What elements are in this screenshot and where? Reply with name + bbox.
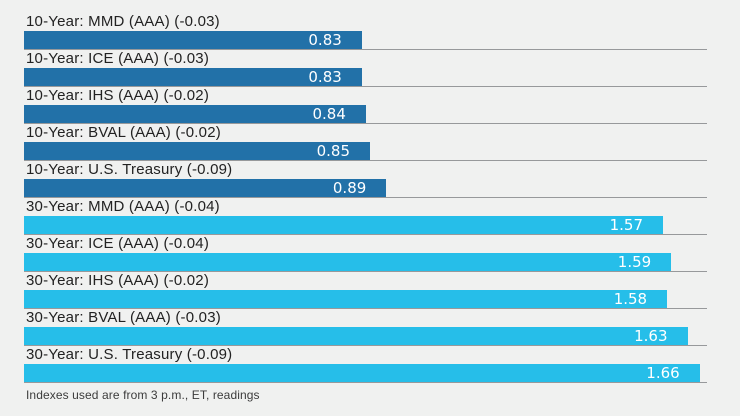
bar-10yr-treasury: 0.89 <box>24 179 387 197</box>
bar-track: 0.85 <box>24 142 707 161</box>
bar-track: 1.63 <box>24 327 707 346</box>
chart-row: 30-Year: BVAL (AAA) (-0.03) 1.63 <box>24 309 707 346</box>
bar-track: 0.84 <box>24 105 707 124</box>
bar-track: 1.58 <box>24 290 707 309</box>
chart-row: 10-Year: ICE (AAA) (-0.03) 0.83 <box>24 50 707 87</box>
chart-row: 10-Year: IHS (AAA) (-0.02) 0.84 <box>24 87 707 124</box>
bar-10yr-ice: 0.83 <box>24 68 362 86</box>
bar-track: 0.83 <box>24 68 707 87</box>
bar-value-label: 0.83 <box>308 68 342 86</box>
bar-value-label: 0.83 <box>308 31 342 49</box>
chart-footnote: Indexes used are from 3 p.m., ET, readin… <box>26 388 260 402</box>
bond-yield-bar-chart: 10-Year: MMD (AAA) (-0.03) 0.83 10-Year:… <box>24 13 707 383</box>
bar-value-label: 1.66 <box>646 364 680 382</box>
bar-30yr-ice: 1.59 <box>24 253 672 271</box>
chart-row: 30-Year: IHS (AAA) (-0.02) 1.58 <box>24 272 707 309</box>
bar-30yr-bval: 1.63 <box>24 327 688 345</box>
bar-track: 0.89 <box>24 179 707 198</box>
bar-value-label: 1.58 <box>613 290 648 308</box>
chart-row: 10-Year: MMD (AAA) (-0.03) 0.83 <box>24 13 707 50</box>
bar-track: 1.59 <box>24 253 707 272</box>
bar-value-label: 1.63 <box>634 327 668 345</box>
chart-row: 10-Year: BVAL (AAA) (-0.02) 0.85 <box>24 124 707 161</box>
chart-row: 30-Year: U.S. Treasury (-0.09) 1.66 <box>24 346 707 383</box>
chart-row: 30-Year: ICE (AAA) (-0.04) 1.59 <box>24 235 707 272</box>
bar-10yr-ihs: 0.84 <box>24 105 366 123</box>
bar-label: 30-Year: IHS (AAA) (-0.02) <box>26 272 210 289</box>
bar-label: 30-Year: MMD (AAA) (-0.04) <box>26 198 220 215</box>
bar-track: 1.66 <box>24 364 707 383</box>
bar-label: 10-Year: MMD (AAA) (-0.03) <box>26 13 220 30</box>
bar-value-label: 0.89 <box>332 179 367 197</box>
bar-track: 1.57 <box>24 216 707 235</box>
bar-label: 30-Year: ICE (AAA) (-0.04) <box>26 235 210 252</box>
bar-value-label: 0.84 <box>312 105 346 123</box>
bar-label: 10-Year: IHS (AAA) (-0.02) <box>26 87 210 104</box>
bar-10yr-mmd: 0.83 <box>24 31 362 49</box>
bar-label: 30-Year: BVAL (AAA) (-0.03) <box>26 309 221 326</box>
bar-30yr-treasury: 1.66 <box>24 364 700 382</box>
bar-value-label: 0.85 <box>316 142 350 160</box>
bar-value-label: 1.59 <box>617 253 652 271</box>
chart-row: 10-Year: U.S. Treasury (-0.09) 0.89 <box>24 161 707 198</box>
bar-label: 10-Year: U.S. Treasury (-0.09) <box>26 161 233 178</box>
chart-row: 30-Year: MMD (AAA) (-0.04) 1.57 <box>24 198 707 235</box>
bar-value-label: 1.57 <box>609 216 643 234</box>
bar-10yr-bval: 0.85 <box>24 142 370 160</box>
bar-label: 30-Year: U.S. Treasury (-0.09) <box>26 346 233 363</box>
bar-label: 10-Year: BVAL (AAA) (-0.02) <box>26 124 221 141</box>
bar-label: 10-Year: ICE (AAA) (-0.03) <box>26 50 210 67</box>
bar-30yr-mmd: 1.57 <box>24 216 663 234</box>
bar-30yr-ihs: 1.58 <box>24 290 668 308</box>
bar-track: 0.83 <box>24 31 707 50</box>
